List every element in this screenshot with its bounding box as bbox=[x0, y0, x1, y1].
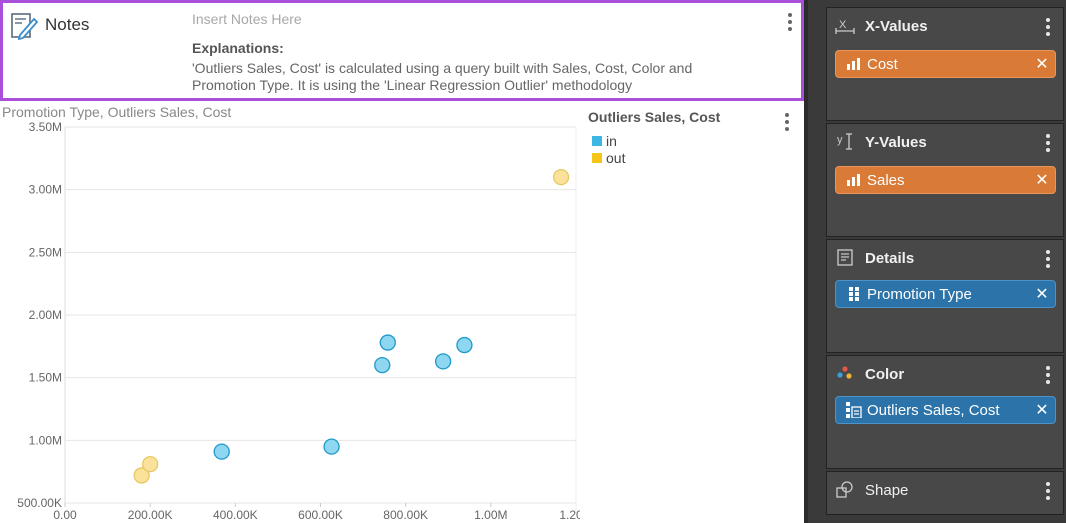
field-pill-sales[interactable]: Sales ✕ bbox=[835, 166, 1056, 194]
well-details-menu-icon[interactable] bbox=[1043, 248, 1053, 270]
legend-title: Outliers Sales, Cost bbox=[588, 109, 721, 125]
well-details: Details Promotion Type ✕ bbox=[826, 239, 1064, 353]
x-tick-label: 1.20M bbox=[559, 508, 580, 522]
legend-swatch-in bbox=[592, 135, 602, 146]
scatter-chart: 500.00K 1.00M 1.50M 2.00M 2.50M 3.00M 3.50M 0.0… bbox=[17, 120, 580, 522]
y-tick-label: 3.00M bbox=[29, 183, 62, 197]
legend-item-in[interactable]: in bbox=[588, 132, 798, 149]
data-point-out bbox=[552, 168, 570, 186]
field-pill-sales-label: Sales bbox=[867, 171, 905, 189]
y-tick-label: 1.00M bbox=[29, 433, 62, 447]
field-pill-outliers-label: Outliers Sales, Cost bbox=[867, 401, 1000, 419]
well-x-values-title: X-Values bbox=[865, 18, 928, 35]
data-point-in bbox=[323, 438, 340, 455]
legend-label-in: in bbox=[606, 132, 617, 149]
color-palette-icon bbox=[837, 366, 852, 379]
notes-panel[interactable]: Notes Insert Notes Here Explanations: 'O… bbox=[0, 0, 804, 101]
legend-menu-icon[interactable] bbox=[782, 111, 792, 133]
well-x-values-menu-icon[interactable] bbox=[1043, 16, 1053, 38]
remove-cost-close-icon[interactable]: ✕ bbox=[1035, 56, 1049, 73]
calculated-field-icon bbox=[844, 400, 864, 420]
data-point-in bbox=[213, 443, 230, 460]
legend-swatch-out bbox=[592, 152, 602, 163]
data-point-in bbox=[374, 356, 391, 374]
x-tick-label: 400.00K bbox=[213, 508, 258, 522]
svg-text:y: y bbox=[837, 134, 843, 146]
field-pill-outliers[interactable]: Outliers Sales, Cost ✕ bbox=[835, 396, 1056, 424]
notes-heading: Explanations: bbox=[192, 40, 284, 56]
y-tick-label: 3.50M bbox=[29, 120, 62, 134]
y-tick-label: 1.50M bbox=[29, 371, 62, 385]
data-point-in bbox=[379, 334, 396, 351]
well-details-title: Details bbox=[865, 250, 915, 267]
well-color-title: Color bbox=[865, 366, 905, 383]
x-tick-label: 1.00M bbox=[474, 508, 507, 522]
well-y-values-menu-icon[interactable] bbox=[1043, 132, 1053, 154]
field-wells-panel: X X-Values Cost ✕ y Y-Values bbox=[804, 0, 1066, 523]
legend-label-out: out bbox=[606, 149, 626, 166]
notes-title: Notes bbox=[45, 15, 90, 34]
remove-outliers-close-icon[interactable]: ✕ bbox=[1035, 402, 1049, 419]
data-point-in bbox=[456, 336, 473, 354]
y-tick-label: 2.00M bbox=[29, 308, 62, 322]
x-tick-label: 200.00K bbox=[128, 508, 173, 522]
well-shape-menu-icon[interactable] bbox=[1043, 480, 1053, 502]
chart-legend: Outliers Sales, Cost in out bbox=[588, 109, 798, 166]
field-pill-promotion-type-label: Promotion Type bbox=[867, 285, 972, 303]
well-shape-title: Shape bbox=[865, 482, 909, 499]
shape-icon bbox=[836, 481, 853, 498]
x-axis-icon: X bbox=[835, 19, 855, 34]
y-axis-icon: y bbox=[837, 133, 852, 150]
legend-item-out[interactable]: out bbox=[588, 149, 798, 166]
field-pill-promotion-type[interactable]: Promotion Type ✕ bbox=[835, 280, 1056, 308]
measure-icon bbox=[844, 170, 864, 190]
dimension-icon bbox=[844, 284, 864, 304]
well-x-values: X X-Values Cost ✕ bbox=[826, 7, 1064, 121]
remove-sales-close-icon[interactable]: ✕ bbox=[1035, 172, 1049, 189]
well-shape: Shape bbox=[826, 471, 1064, 515]
well-y-values-title: Y-Values bbox=[865, 134, 927, 151]
data-point-out bbox=[142, 455, 159, 473]
x-tick-label: 800.00K bbox=[383, 508, 428, 522]
field-pill-cost-label: Cost bbox=[867, 55, 898, 73]
field-pill-cost[interactable]: Cost ✕ bbox=[835, 50, 1056, 78]
data-point-out bbox=[133, 467, 150, 484]
x-tick-label: 0.00 bbox=[53, 508, 77, 522]
well-y-values: y Y-Values Sales ✕ bbox=[826, 123, 1064, 237]
well-color: Color Outliers Sales, Cost ✕ bbox=[826, 355, 1064, 469]
measure-icon bbox=[844, 54, 864, 74]
notes-body: 'Outliers Sales, Cost' is calculated usi… bbox=[192, 60, 693, 93]
well-color-menu-icon[interactable] bbox=[1043, 364, 1053, 386]
y-tick-label: 2.50M bbox=[29, 245, 62, 259]
x-tick-label: 600.00K bbox=[298, 508, 343, 522]
remove-promotion-type-close-icon[interactable]: ✕ bbox=[1035, 286, 1049, 303]
data-point-in bbox=[434, 353, 452, 370]
notes-edit-icon bbox=[11, 13, 38, 41]
svg-text:X: X bbox=[839, 19, 847, 31]
notes-placeholder[interactable]: Insert Notes Here bbox=[192, 11, 302, 27]
chart-title: Promotion Type, Outliers Sales, Cost bbox=[2, 104, 232, 120]
y-tick-label: 500.00K bbox=[17, 496, 62, 510]
notes-menu-icon[interactable] bbox=[785, 11, 795, 33]
details-icon bbox=[837, 249, 853, 266]
